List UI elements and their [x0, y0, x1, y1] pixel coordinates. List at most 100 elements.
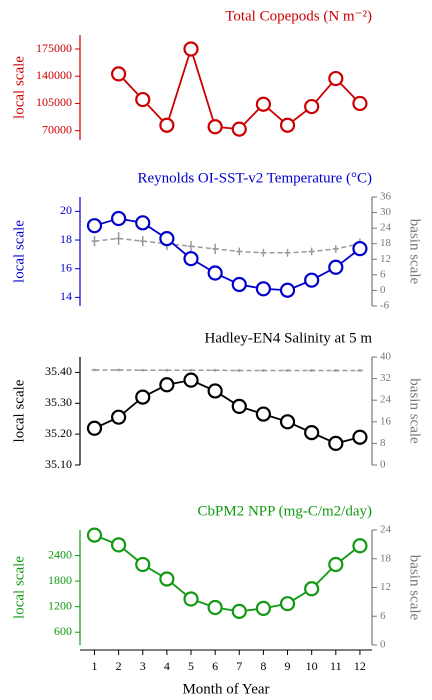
y2-tick-label: 24 — [380, 524, 392, 536]
y2-tick-label: 16 — [380, 415, 392, 427]
y-tick-label: 14 — [60, 289, 72, 303]
point — [159, 571, 175, 587]
y-axis-label: local scale — [11, 56, 27, 119]
point — [279, 282, 296, 298]
point — [183, 591, 199, 607]
y-tick-label: 1800 — [48, 573, 72, 587]
point — [135, 389, 151, 405]
y-tick-label: 140000 — [36, 68, 72, 82]
point — [231, 121, 247, 137]
y2-tick-label: 24 — [380, 222, 392, 234]
point — [111, 210, 127, 227]
point — [304, 272, 320, 288]
y-axis-label: local scale — [11, 556, 27, 619]
y-tick-label: 35.10 — [45, 457, 72, 471]
point — [231, 276, 247, 293]
point — [352, 429, 368, 445]
x-tick-label: 11 — [330, 659, 342, 673]
y2-tick-label: 6 — [380, 610, 386, 622]
point — [207, 383, 223, 399]
y-tick-label: 105000 — [36, 95, 72, 109]
point — [183, 251, 199, 267]
y-tick-label: 20 — [60, 203, 72, 217]
y2-axis-label: basin scale — [407, 378, 423, 444]
y2-tick-label: 12 — [380, 581, 391, 593]
y2-tick-label: -6 — [380, 300, 390, 312]
point — [207, 265, 223, 281]
point — [304, 425, 320, 441]
series-line — [94, 379, 361, 445]
point — [279, 596, 296, 612]
point — [255, 96, 272, 112]
point — [352, 241, 368, 257]
y2-tick-label: 30 — [380, 206, 392, 218]
point — [304, 98, 320, 115]
point — [231, 603, 247, 619]
y-tick-label: 175000 — [36, 41, 72, 55]
y-tick-label: 35.40 — [45, 364, 72, 378]
y2-tick-label: 0 — [380, 284, 386, 296]
y2-tick-label: 6 — [380, 268, 386, 280]
point — [279, 117, 296, 133]
x-axis-label: Month of Year — [182, 681, 269, 697]
point — [328, 435, 344, 451]
x-tick-label: 9 — [285, 659, 291, 673]
point — [86, 218, 103, 234]
point — [255, 281, 272, 297]
point — [279, 414, 296, 430]
point — [207, 119, 223, 135]
point — [207, 599, 223, 616]
panel-title: Hadley-EN4 Salinity at 5 m — [205, 330, 373, 346]
y2-tick-label: 0 — [380, 459, 386, 471]
y2-tick-label: 0 — [380, 639, 386, 651]
y2-tick-label: 18 — [380, 237, 392, 249]
point — [255, 406, 272, 422]
series-line — [94, 217, 361, 292]
y-tick-label: 600 — [54, 624, 72, 638]
point — [328, 70, 344, 87]
series-line — [94, 237, 361, 254]
point — [328, 259, 344, 275]
y-tick-label: 18 — [60, 232, 72, 246]
point — [86, 527, 103, 543]
y-axis-label: local scale — [11, 220, 27, 283]
point — [111, 66, 127, 82]
y2-tick-label: 32 — [380, 372, 391, 384]
panel-title: Total Copepods (N m⁻²) — [225, 8, 372, 24]
x-tick-label: 3 — [140, 659, 146, 673]
point — [159, 377, 175, 393]
y2-tick-label: 36 — [380, 191, 392, 203]
series-line — [94, 369, 360, 372]
x-tick-label: 10 — [306, 659, 318, 673]
x-tick-label: 7 — [236, 659, 242, 673]
point — [111, 409, 127, 425]
point — [111, 537, 127, 553]
y2-axis-label: basin scale — [407, 555, 423, 621]
point — [304, 581, 320, 597]
point — [86, 420, 103, 436]
y2-tick-label: 40 — [380, 351, 392, 363]
panel-title: Reynolds OI-SST-v2 Temperature (°C) — [138, 170, 373, 186]
x-tick-label: 5 — [188, 659, 194, 673]
point — [159, 230, 175, 247]
y-tick-label: 35.20 — [45, 426, 72, 440]
point — [183, 41, 199, 57]
point — [159, 117, 175, 133]
point — [135, 215, 151, 231]
y2-tick-label: 12 — [380, 253, 391, 265]
y-tick-label: 70000 — [42, 122, 72, 136]
point — [352, 538, 368, 554]
y-tick-label: 35.30 — [45, 395, 72, 409]
x-tick-label: 6 — [212, 659, 218, 673]
x-tick-label: 2 — [116, 659, 122, 673]
point — [352, 95, 368, 112]
y-tick-label: 16 — [60, 260, 72, 274]
x-tick-label: 4 — [164, 659, 170, 673]
series-line — [94, 534, 361, 613]
x-tick-label: 8 — [260, 659, 266, 673]
y2-tick-label: 18 — [380, 552, 392, 564]
series-line — [117, 45, 361, 131]
panel-title: CbPM2 NPP (mg-C/m2/day) — [198, 503, 372, 519]
